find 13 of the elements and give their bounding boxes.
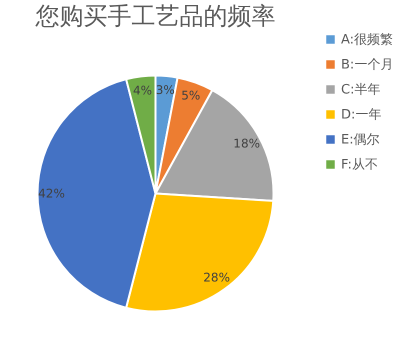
chart-title: 您购买手工艺品的频率 <box>34 2 276 30</box>
legend-label: E:偶尔 <box>341 132 380 148</box>
data-label: 28% <box>203 270 230 285</box>
legend-label: A:很频繁 <box>341 32 394 48</box>
legend-label: F:从不 <box>341 158 378 172</box>
data-label: 5% <box>181 88 200 103</box>
data-label: 4% <box>132 83 152 98</box>
legend-label: C:半年 <box>341 82 380 98</box>
data-label: 42% <box>38 186 65 200</box>
data-label: 3% <box>156 82 175 97</box>
data-label: 18% <box>233 136 260 150</box>
legend-label: D:一年 <box>341 108 382 122</box>
legend-label: B:一个月 <box>341 58 394 72</box>
